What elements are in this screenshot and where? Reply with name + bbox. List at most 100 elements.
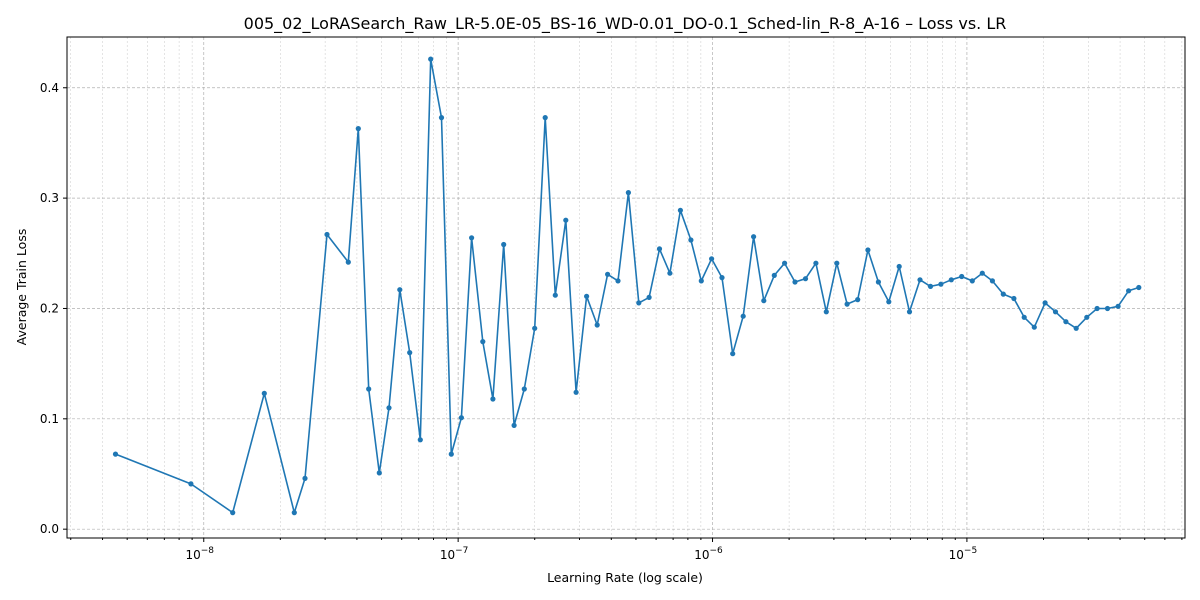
grid <box>67 37 1185 538</box>
data-point <box>761 298 767 304</box>
data-point <box>458 415 464 421</box>
data-point <box>1031 324 1037 330</box>
data-point <box>855 297 861 303</box>
data-point <box>407 350 413 356</box>
chart-title: 005_02_LoRASearch_Raw_LR-5.0E-05_BS-16_W… <box>244 14 1007 34</box>
data-point <box>532 325 538 331</box>
data-point <box>1011 295 1017 302</box>
y-tick-label: 0.1 <box>40 412 59 426</box>
data-point <box>397 287 403 293</box>
data-point <box>501 241 507 248</box>
data-point <box>1115 303 1121 309</box>
data-point <box>428 56 434 62</box>
data-point <box>469 235 475 241</box>
data-point <box>417 437 423 443</box>
data-point <box>927 283 934 289</box>
data-point <box>302 475 308 481</box>
data-point <box>646 294 652 300</box>
data-point <box>261 390 267 396</box>
data-point <box>594 322 600 328</box>
data-point <box>438 115 445 121</box>
data-point <box>989 278 996 284</box>
x-axis: 10−8 10−7 10−6 10−5 <box>70 538 1183 562</box>
y-tick-label: 0.3 <box>40 191 59 205</box>
x-tick-label: 10−5 <box>949 546 978 562</box>
x-tick-label: 10−8 <box>185 546 214 562</box>
data-point <box>938 281 944 287</box>
data-point <box>771 272 777 278</box>
data-point <box>677 207 684 213</box>
data-point <box>948 277 954 283</box>
plot-frame <box>66 36 1186 539</box>
data-point <box>1000 291 1006 297</box>
data-point <box>709 256 715 262</box>
data-point <box>782 260 788 266</box>
y-tick-label: 0.0 <box>40 522 59 536</box>
y-axis-label: Average Train Loss <box>14 229 29 346</box>
data-point <box>376 470 382 476</box>
data-point <box>188 481 194 487</box>
data-point <box>625 190 632 196</box>
x-tick-label: 10−7 <box>440 546 469 562</box>
data-point <box>324 231 330 238</box>
x-axis-label: Learning Rate (log scale) <box>547 570 703 585</box>
data-point <box>563 217 569 223</box>
data-point <box>969 278 975 284</box>
data-point <box>511 422 517 428</box>
data-point <box>667 270 673 276</box>
data-point <box>730 351 736 357</box>
data-point <box>802 276 809 282</box>
data-point <box>1094 305 1100 312</box>
data-point <box>1136 284 1142 291</box>
data-point <box>542 115 548 121</box>
data-point <box>823 309 829 315</box>
data-point <box>552 292 558 298</box>
data-point <box>1084 314 1090 320</box>
data-point <box>813 260 819 266</box>
data-point <box>979 270 985 276</box>
data-point <box>345 259 351 265</box>
data-point <box>1042 300 1048 306</box>
y-tick-label: 0.2 <box>40 301 59 315</box>
data-point <box>230 509 236 516</box>
data-point <box>917 277 923 283</box>
data-point <box>875 279 882 285</box>
data-point <box>719 275 725 281</box>
data-point <box>906 309 913 315</box>
data-point <box>1073 325 1079 331</box>
data-point <box>490 396 496 402</box>
data-point <box>656 246 663 252</box>
data-point <box>521 386 527 392</box>
data-point <box>792 279 798 285</box>
data-point <box>886 299 892 305</box>
data-point <box>355 126 361 132</box>
data-point <box>1126 288 1132 294</box>
y-axis: 0.0 0.1 0.2 0.3 0.4 <box>40 81 67 536</box>
data-point <box>959 273 965 280</box>
data-point <box>896 263 902 270</box>
y-tick-label: 0.4 <box>40 81 59 95</box>
data-point <box>1063 319 1069 325</box>
data-point <box>573 389 579 395</box>
data-point <box>615 278 621 284</box>
data-point <box>448 451 454 457</box>
data-point <box>740 313 746 319</box>
data-point <box>386 405 392 411</box>
series-line <box>115 58 1140 514</box>
data-point <box>751 234 757 240</box>
data-point <box>1104 305 1111 312</box>
data-point <box>844 301 850 307</box>
data-point <box>366 386 372 392</box>
data-point <box>480 339 486 345</box>
data-point <box>1021 314 1027 320</box>
series-layer <box>112 56 1142 516</box>
data-point <box>605 271 611 277</box>
data-point <box>865 247 871 253</box>
data-point <box>291 509 297 516</box>
data-point <box>584 293 590 299</box>
data-point <box>112 451 119 457</box>
data-point <box>688 237 694 243</box>
x-tick-label: 10−6 <box>694 546 723 562</box>
data-point <box>698 278 704 284</box>
